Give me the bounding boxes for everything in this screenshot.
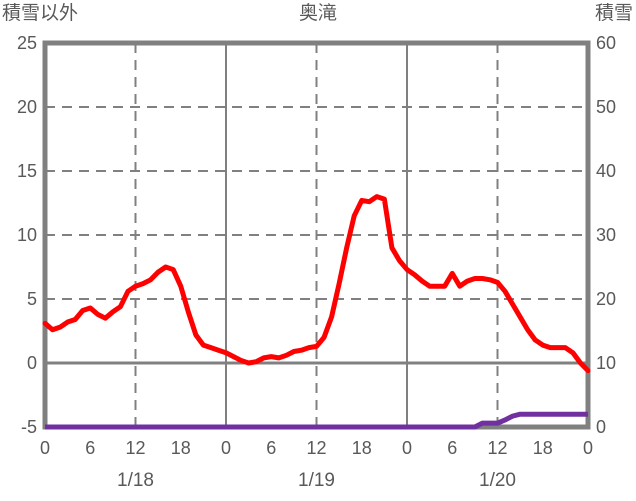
- x-axis-tick: 12: [306, 438, 327, 458]
- x-axis-tick: 6: [266, 438, 277, 458]
- left-axis-tick: 0: [26, 353, 37, 373]
- left-axis-tick: 20: [16, 97, 37, 117]
- x-axis-tick: 18: [351, 438, 372, 458]
- right-axis-tick: 10: [596, 353, 617, 373]
- right-axis-tick: 50: [596, 97, 617, 117]
- x-axis-tick: 6: [447, 438, 458, 458]
- x-axis-tick: 12: [125, 438, 146, 458]
- x-axis-tick: 6: [85, 438, 96, 458]
- right-axis-title: 積雪: [594, 3, 633, 24]
- x-axis-day-label: 1/20: [479, 470, 516, 491]
- left-axis-tick: 25: [16, 33, 37, 53]
- x-axis-tick: 0: [39, 438, 50, 458]
- x-axis-tick: 0: [582, 438, 593, 458]
- x-axis-tick: 0: [220, 438, 231, 458]
- left-axis-title: 積雪以外: [2, 3, 79, 24]
- x-axis-tick: 18: [170, 438, 191, 458]
- x-axis-tick: 12: [487, 438, 508, 458]
- right-axis-tick: 20: [596, 289, 617, 309]
- chart-title: 奥滝: [298, 3, 337, 24]
- x-axis-day-label: 1/19: [298, 470, 335, 491]
- right-axis-tick: 0: [596, 417, 607, 437]
- left-axis-tick: -5: [20, 417, 37, 437]
- series-line-other: [42, 194, 591, 374]
- left-axis-tick: 10: [16, 225, 37, 245]
- right-axis-tick: 60: [596, 33, 617, 53]
- left-axis-tick: 15: [16, 161, 37, 181]
- right-axis-tick: 30: [596, 225, 617, 245]
- x-axis-tick: 18: [532, 438, 553, 458]
- right-axis-tick: 40: [596, 161, 617, 181]
- left-axis-tick: 5: [26, 289, 37, 309]
- series-line-snow: [45, 411, 588, 430]
- x-axis-tick: 0: [401, 438, 412, 458]
- x-axis-day-label: 1/18: [117, 470, 154, 491]
